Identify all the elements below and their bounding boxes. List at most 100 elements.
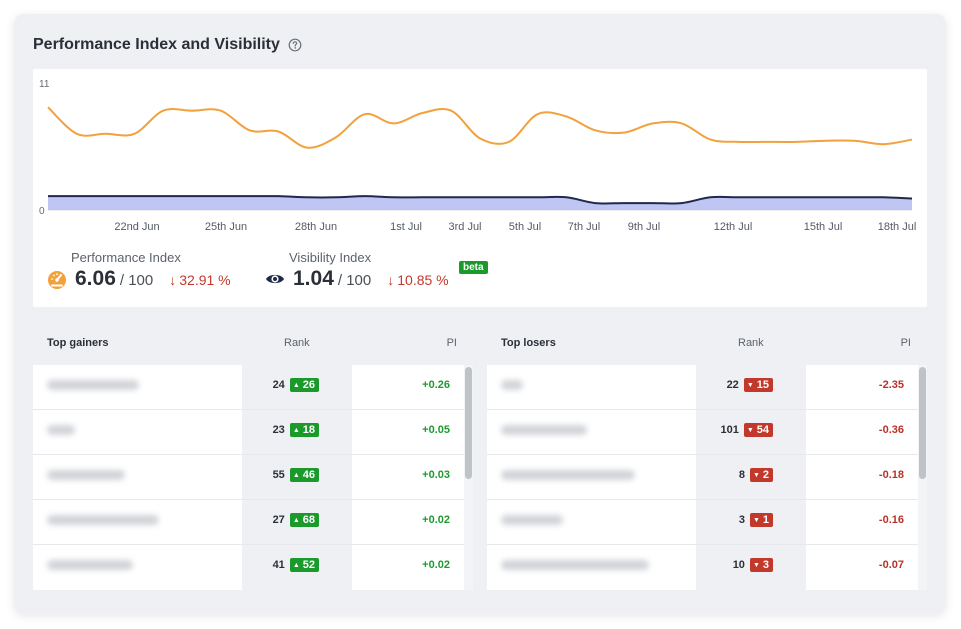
visibility-row: 1.04 / 100 ↓ 10.85 % — [265, 267, 449, 291]
rank-change-badge: ▼ 15 — [743, 378, 773, 392]
table-row[interactable]: 41 ▲ 52 +0.02 — [33, 545, 465, 590]
pi-value: +0.02 — [422, 559, 450, 571]
performance-row: 6.06 / 100 ↓ 32.91 % — [47, 267, 231, 291]
arrow-down-icon: ↓ — [387, 272, 395, 288]
rank-cell: 41 ▲ 52 — [242, 558, 352, 572]
x-tick-label: 1st Jul — [390, 221, 422, 233]
blurred-keyword[interactable] — [501, 425, 587, 435]
caret-up-icon: ▲ — [292, 381, 300, 389]
beta-badge: beta — [459, 261, 488, 274]
rank-change-value: 18 — [302, 424, 315, 436]
widget-title: Performance Index and Visibility — [33, 36, 280, 53]
rank-cell: 3 ▼ 1 — [696, 513, 806, 527]
blurred-keyword[interactable] — [47, 560, 133, 570]
pi-value: +0.03 — [422, 469, 450, 481]
visibility-delta-value: 10.85 % — [397, 272, 449, 288]
rank-value: 27 — [272, 514, 285, 526]
caret-down-icon: ▼ — [752, 471, 760, 479]
rank-change-value: 52 — [302, 559, 315, 571]
rank-change-value: 54 — [756, 424, 769, 436]
x-tick-label: 7th Jul — [568, 221, 600, 233]
blurred-keyword[interactable] — [47, 425, 75, 435]
caret-down-icon: ▼ — [746, 426, 754, 434]
table-row[interactable]: 10 ▼ 3 -0.07 — [487, 545, 919, 590]
rank-value: 41 — [272, 559, 285, 571]
table-row[interactable]: 24 ▲ 26 +0.26 — [33, 365, 465, 410]
table-row[interactable]: 27 ▲ 68 +0.02 — [33, 500, 465, 545]
x-tick-label: 22nd Jun — [114, 221, 159, 233]
column-header-rank[interactable]: Rank — [284, 337, 310, 349]
caret-up-icon: ▲ — [292, 426, 300, 434]
rank-value: 55 — [272, 469, 285, 481]
chart-panel: 11 0 22nd Jun 25th Jun 28th Jun 1st Jul 3rd Ju… — [33, 69, 927, 307]
rank-cell: 22 ▼ 15 — [696, 378, 806, 392]
pi-value: +0.02 — [422, 514, 450, 526]
rank-change-badge: ▼ 1 — [749, 513, 773, 527]
column-header-name: Top losers — [501, 337, 556, 349]
caret-down-icon: ▼ — [752, 561, 760, 569]
column-header-pi[interactable]: PI — [900, 337, 911, 349]
table-row[interactable]: 23 ▲ 18 +0.05 — [33, 410, 465, 455]
column-header-rank[interactable]: Rank — [738, 337, 764, 349]
blurred-keyword[interactable] — [501, 470, 635, 480]
blurred-keyword[interactable] — [47, 470, 125, 480]
scrollbar-thumb[interactable] — [919, 367, 926, 479]
title-row: Performance Index and Visibility — [33, 36, 302, 54]
table-header: Top losers Rank PI — [487, 321, 927, 365]
performance-max: / 100 — [119, 272, 154, 289]
blurred-keyword[interactable] — [47, 380, 139, 390]
rank-change-value: 26 — [302, 379, 315, 391]
y-tick-label: 11 — [39, 79, 50, 90]
rank-change-value: 3 — [762, 559, 769, 571]
blurred-keyword[interactable] — [501, 515, 563, 525]
top-gainers-table: Top gainers Rank PI 24 ▲ 26 +0.26 23 ▲ 18 +0.05… — [33, 321, 473, 590]
x-tick-label: 3rd Jul — [448, 221, 481, 233]
visibility-metric: Visibility Index 1.04 / 100 ↓ 10.85 % — [265, 250, 449, 291]
pi-value: -0.18 — [878, 469, 904, 481]
top-losers-table: Top losers Rank PI 22 ▼ 15 -2.35 101 ▼ 54 -0.36… — [487, 321, 927, 590]
line-chart: 11 0 22nd Jun 25th Jun 28th Jun 1st Jul 3rd Ju… — [39, 79, 916, 233]
rank-cell: 101 ▼ 54 — [696, 423, 806, 437]
rank-value: 24 — [272, 379, 285, 391]
pi-value: -0.36 — [878, 424, 904, 436]
column-header-name: Top gainers — [47, 337, 109, 349]
rank-value: 8 — [738, 469, 745, 481]
question-circle-icon[interactable] — [288, 38, 302, 52]
rank-change-badge: ▼ 2 — [749, 468, 773, 482]
table-row[interactable]: 55 ▲ 46 +0.03 — [33, 455, 465, 500]
column-header-pi[interactable]: PI — [446, 337, 457, 349]
caret-down-icon: ▼ — [752, 516, 760, 524]
scrollbar-thumb[interactable] — [465, 367, 472, 479]
x-tick-label: 15th Jul — [804, 221, 843, 233]
blurred-keyword[interactable] — [501, 380, 523, 390]
caret-up-icon: ▲ — [292, 561, 300, 569]
visibility-delta: ↓ 10.85 % — [387, 272, 448, 288]
blurred-keyword[interactable] — [501, 560, 649, 570]
caret-down-icon: ▼ — [746, 381, 754, 389]
y-tick-label: 0 — [39, 206, 45, 217]
pi-value: -0.16 — [878, 514, 904, 526]
table-row[interactable]: 22 ▼ 15 -2.35 — [487, 365, 919, 410]
x-tick-label: 5th Jul — [509, 221, 541, 233]
table-row[interactable]: 3 ▼ 1 -0.16 — [487, 500, 919, 545]
table-row[interactable]: 101 ▼ 54 -0.36 — [487, 410, 919, 455]
table-header: Top gainers Rank PI — [33, 321, 473, 365]
performance-delta: ↓ 32.91 % — [169, 272, 230, 288]
rank-change-badge: ▲ 18 — [289, 423, 319, 437]
rank-value: 3 — [738, 514, 745, 526]
blurred-keyword[interactable] — [47, 515, 159, 525]
table-row[interactable]: 8 ▼ 2 -0.18 — [487, 455, 919, 500]
rank-change-value: 2 — [762, 469, 769, 481]
x-tick-label: 12th Jul — [714, 221, 753, 233]
rank-cell: 55 ▲ 46 — [242, 468, 352, 482]
x-tick-label: 25th Jun — [205, 221, 247, 233]
performance-delta-value: 32.91 % — [179, 272, 231, 288]
visibility-label: Visibility Index — [289, 250, 372, 265]
arrow-down-icon: ↓ — [169, 272, 177, 288]
caret-up-icon: ▲ — [292, 516, 300, 524]
rank-change-badge: ▲ 26 — [289, 378, 319, 392]
visibility-value: 1.04 — [293, 267, 334, 290]
rank-cell: 27 ▲ 68 — [242, 513, 352, 527]
pi-value: -0.07 — [878, 559, 904, 571]
rank-value: 22 — [726, 379, 739, 391]
